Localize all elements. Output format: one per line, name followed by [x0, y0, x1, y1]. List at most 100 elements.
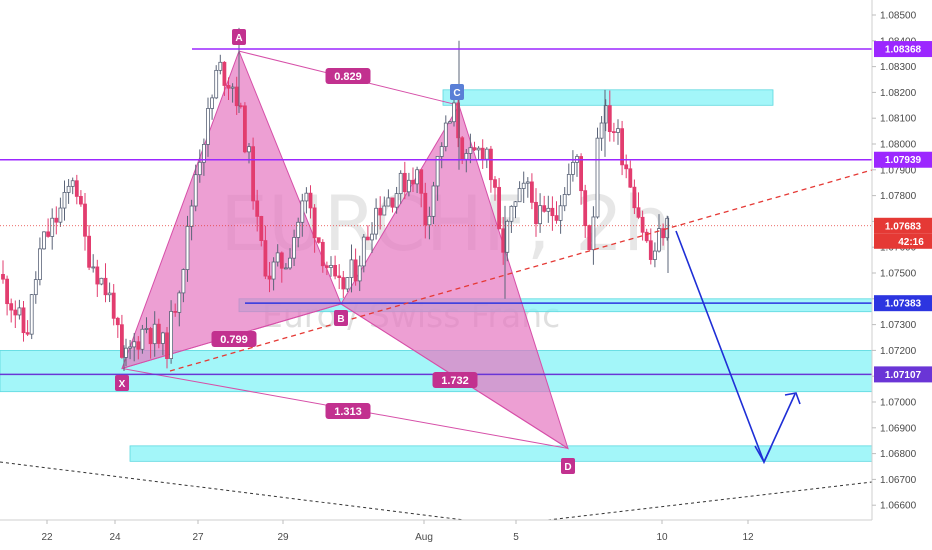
- price-tick-label: 1.07200: [880, 346, 917, 357]
- price-tick-label: 1.07900: [880, 165, 917, 176]
- candle-body: [140, 328, 145, 350]
- candle-body: [493, 179, 497, 188]
- candle-body: [386, 197, 391, 207]
- candle-body: [402, 172, 407, 193]
- price-tick-label: 1.06600: [880, 501, 917, 512]
- candle-body: [251, 146, 256, 202]
- price-tick-label: 1.08000: [880, 140, 917, 151]
- candle-body: [255, 200, 260, 217]
- candle-body: [554, 215, 559, 221]
- candle-body: [468, 147, 473, 154]
- rising-trendline[interactable]: [169, 169, 873, 372]
- candle-body: [95, 266, 100, 285]
- candle-body: [341, 277, 346, 290]
- candle-body: [497, 186, 502, 230]
- candle-body: [300, 200, 305, 223]
- candle-body: [415, 169, 420, 185]
- candle-body: [263, 240, 268, 277]
- candle-body: [288, 257, 292, 269]
- candle-body: [566, 174, 571, 195]
- candle-body: [185, 226, 190, 270]
- candle-body: [9, 303, 14, 311]
- candle-body: [648, 240, 653, 260]
- candle-body: [83, 203, 87, 237]
- candle-body: [120, 324, 124, 358]
- candle-body: [558, 205, 563, 221]
- candle-body: [587, 225, 592, 251]
- candle-body: [337, 275, 342, 279]
- price-label-1-07939: [874, 151, 932, 168]
- price-label-1-07383: [874, 295, 932, 312]
- current-price-text: 1.07683: [885, 221, 922, 232]
- pattern-point-label-box: [115, 375, 129, 391]
- candle-body: [189, 205, 194, 227]
- candle-body: [632, 186, 637, 209]
- candle-body: [259, 215, 264, 241]
- candle-body: [124, 347, 128, 358]
- candle-body: [534, 201, 538, 225]
- candle-body: [79, 196, 83, 205]
- price-tick-label: 1.07800: [880, 191, 917, 202]
- candle-body: [5, 278, 9, 305]
- candle-body: [419, 169, 424, 194]
- candle-body: [99, 277, 104, 285]
- candle-body: [210, 97, 215, 109]
- zone-box[interactable]: [442, 89, 774, 106]
- current-price-tag: [874, 217, 932, 234]
- candle-body: [423, 192, 428, 226]
- candle-body: [599, 122, 604, 139]
- candle-body: [579, 156, 583, 192]
- candle-body: [54, 217, 59, 223]
- price-tick-label: 1.08100: [880, 114, 917, 125]
- candle-body: [87, 235, 91, 268]
- price-tick-label: 1.07500: [880, 269, 917, 280]
- candle-body: [365, 236, 370, 241]
- candle-body: [595, 137, 600, 218]
- time-axis[interactable]: [0, 520, 932, 550]
- price-tick-label: 1.06700: [880, 475, 917, 486]
- candle-body: [517, 188, 522, 203]
- ratio-label: 0.799: [220, 334, 248, 346]
- candle-body: [42, 231, 46, 250]
- candle-body: [152, 323, 157, 345]
- candle-body: [382, 205, 387, 216]
- candle-body: [624, 164, 629, 170]
- price-label-text: 1.07939: [885, 155, 922, 166]
- candle-body: [316, 237, 321, 243]
- candle-body: [132, 341, 137, 348]
- price-tick-label: 1.08500: [880, 11, 917, 22]
- candle-body: [394, 193, 399, 208]
- candle-body: [488, 148, 493, 181]
- candle-body: [29, 294, 34, 335]
- candle-body: [353, 259, 358, 282]
- candle-body: [21, 307, 26, 334]
- candle-body: [411, 179, 415, 185]
- candle-body: [165, 332, 169, 359]
- chart-overlays: 0.829 0.799 1.732 1.313 X A B C D: [0, 29, 873, 525]
- candle-body: [292, 237, 297, 259]
- candle-body: [181, 269, 186, 294]
- candle-body: [349, 259, 354, 278]
- price-axis[interactable]: [872, 0, 932, 520]
- candle-body: [115, 317, 120, 326]
- time-tick-label: 5: [513, 532, 519, 543]
- ratio-label-box: [211, 331, 257, 347]
- candle-body: [304, 192, 309, 202]
- candle-body: [1, 274, 5, 280]
- candle-body: [148, 328, 153, 345]
- candle-body: [370, 233, 374, 241]
- pattern-point-label-box: [334, 310, 348, 326]
- candle-body: [238, 105, 243, 108]
- candle-body: [312, 207, 317, 239]
- time-tick-label: 12: [742, 532, 754, 543]
- candle-body: [70, 180, 75, 187]
- candle-body: [378, 207, 383, 216]
- candle-body: [234, 86, 239, 107]
- candle-body: [267, 275, 272, 280]
- candle-body: [17, 307, 22, 316]
- ratio-label-box: [325, 403, 371, 419]
- candle-body: [644, 231, 649, 242]
- candle-body: [66, 185, 71, 193]
- price-tick-label: 1.07300: [880, 320, 917, 331]
